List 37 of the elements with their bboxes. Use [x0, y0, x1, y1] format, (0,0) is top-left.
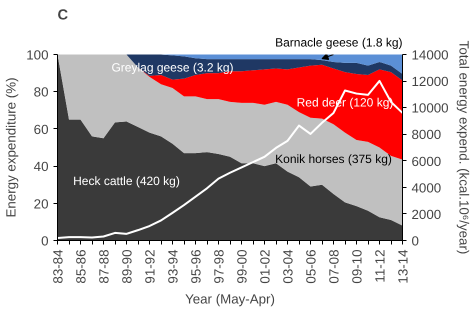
y2-tick-label: 12000: [412, 74, 449, 90]
x-tick-label: 99-00: [234, 249, 250, 284]
y2-axis-title: Total energy expend. (kcal.10⁶/year): [456, 40, 472, 254]
x-tick-label: 95-96: [188, 249, 204, 284]
x-axis-title: Year (May-Apr): [185, 292, 275, 307]
y-tick-label: 40: [34, 159, 49, 174]
y-tick-label: 100: [26, 48, 49, 62]
y2-tick-label: 0: [412, 234, 419, 248]
y-axis-title: Energy expenditure (%): [3, 77, 18, 218]
chart-title: C: [58, 8, 68, 24]
x-tick-label: 13-14: [396, 248, 410, 284]
x-tick-label: 93-94: [166, 248, 180, 284]
series-label: Konik horses (375 kg): [275, 152, 392, 166]
y2-tick-label: 10000: [412, 100, 449, 116]
x-tick-label: 83-84: [50, 248, 66, 284]
x-tick-label: 89-90: [120, 249, 134, 284]
x-tick-label: 91-92: [142, 249, 158, 284]
y2-tick-label: 4000: [412, 180, 442, 196]
x-tick-label: 03-04: [280, 248, 296, 284]
x-tick-label: 05-06: [304, 249, 318, 284]
x-tick-label: 97-98: [212, 249, 226, 284]
series-label: Heck cattle (420 kg): [73, 174, 180, 188]
x-tick-label: 11-12: [372, 249, 388, 283]
y2-tick-label: 8000: [412, 127, 442, 142]
x-tick-label: 87-88: [96, 249, 112, 284]
y2-tick-label: 14000: [412, 48, 449, 62]
y2-tick-label: 6000: [412, 154, 442, 169]
y-tick-label: 20: [34, 196, 49, 212]
y-tick-label: 0: [41, 234, 49, 248]
x-tick-label: 01-02: [258, 249, 272, 284]
series-label: Barnacle geese (1.8 kg): [275, 36, 403, 50]
x-tick-label: 85-86: [74, 249, 88, 284]
y2-tick-label: 2000: [412, 206, 442, 222]
y-tick-label: 80: [34, 84, 49, 100]
x-tick-label: 07-08: [326, 249, 342, 284]
y-tick-label: 60: [34, 122, 49, 137]
x-tick-label: 09-10: [350, 249, 364, 284]
